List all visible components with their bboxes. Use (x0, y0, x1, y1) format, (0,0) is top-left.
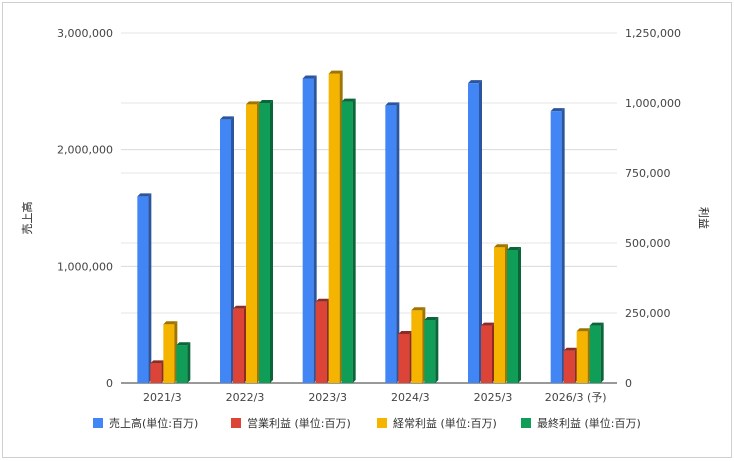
bar-0-0 (137, 196, 149, 383)
bar-side-0-3 (396, 102, 400, 383)
bar-top-0-3 (385, 102, 400, 106)
legend-swatch-2 (377, 418, 387, 428)
category-label: 2022/3 (226, 391, 265, 404)
bar-1-0 (150, 363, 162, 383)
bar-1-1 (233, 308, 244, 383)
bar-top-3-4 (507, 247, 521, 250)
category-label: 2021/3 (143, 391, 182, 404)
category-label: 2024/3 (391, 391, 430, 404)
bar-2-1 (246, 104, 257, 384)
bar-3-1 (259, 103, 270, 383)
right-tick-label: 1,000,000 (625, 97, 681, 110)
left-tick-label: 1,000,000 (57, 260, 113, 273)
bar-top-0-1 (220, 116, 234, 120)
bar-top-3-2 (341, 98, 356, 102)
right-tick-label: 500,000 (625, 237, 671, 250)
bar-2-2 (328, 73, 340, 383)
bar-top-2-0 (163, 321, 178, 325)
bar-1-2 (315, 301, 327, 383)
right-axis-label: 利益 (697, 207, 711, 229)
bar-top-1-1 (233, 305, 247, 309)
left-tick-label: 3,000,000 (57, 27, 113, 40)
bar-top-0-4 (468, 80, 482, 84)
bar-0-1 (220, 119, 231, 383)
bar-top-2-4 (494, 244, 508, 248)
bar-side-3-2 (352, 98, 356, 383)
bar-side-0-4 (479, 80, 482, 384)
bar-side-0-5 (561, 108, 565, 384)
left-tick-label: 0 (106, 377, 113, 390)
bar-top-3-3 (424, 317, 439, 320)
bar-top-2-3 (411, 307, 426, 311)
bar-top-1-3 (398, 331, 413, 334)
bar-side-3-3 (435, 317, 439, 383)
bar-top-0-0 (137, 193, 152, 197)
legend-swatch-1 (231, 418, 241, 428)
category-labels: 2021/3 2022/3 2023/3 2024/3 2025/3 2026/3 (予) (143, 391, 607, 404)
bar-3-2 (341, 101, 353, 383)
bar-1-3 (398, 334, 410, 383)
bar-chart: 0 1,000,000 2,000,000 3,000,000 0 250,000 500… (20, 27, 711, 430)
bar-3-4 (507, 250, 518, 383)
category-label: 2025/3 (474, 391, 513, 404)
bar-side-3-5 (600, 322, 604, 383)
left-tick-label: 2,000,000 (57, 144, 113, 157)
legend-label-3: 最終利益 (単位:百万) (537, 416, 641, 430)
legend: 売上高(単位:百万) 営業利益 (単位:百万) 経常利益 (単位:百万) 最終利益 (… (93, 416, 641, 430)
bar-0-2 (302, 78, 314, 383)
legend-swatch-3 (521, 418, 531, 428)
legend-swatch-0 (93, 418, 103, 428)
right-tick-label: 750,000 (625, 167, 671, 180)
grid-lines (121, 32, 617, 384)
legend-label-1: 営業利益 (単位:百万) (247, 416, 351, 430)
bar-1-4 (481, 325, 492, 383)
category-label: 2026/3 (予) (545, 391, 607, 404)
bar-2-5 (576, 331, 588, 383)
bar-0-4 (468, 83, 479, 384)
bar-top-1-0 (150, 360, 165, 364)
right-tick-label: 0 (625, 377, 632, 390)
bar-2-0 (163, 324, 175, 383)
bar-top-0-2 (302, 75, 317, 79)
bar-top-3-5 (589, 322, 604, 326)
legend-label-2: 経常利益 (単位:百万) (393, 416, 497, 430)
bar-top-0-5 (550, 108, 565, 112)
bar-top-1-5 (563, 347, 578, 351)
bar-side-3-4 (518, 247, 521, 383)
category-label: 2023/3 (308, 391, 347, 404)
bar-2-4 (494, 247, 505, 383)
bar-top-1-4 (481, 322, 495, 326)
bar-3-3 (424, 320, 436, 383)
bar-top-1-2 (315, 298, 330, 302)
bar-1-5 (563, 350, 575, 383)
left-axis-label: 売上高 (20, 202, 34, 235)
bar-3-0 (176, 345, 188, 383)
bar-top-2-1 (246, 101, 260, 105)
bar-0-3 (385, 105, 397, 383)
bar-side-3-1 (270, 100, 273, 383)
bar-top-2-5 (576, 328, 591, 332)
right-axis-ticks: 0 250,000 500,000 750,000 1,000,000 1,250,000 (625, 27, 681, 390)
bar-3-5 (589, 325, 601, 383)
bar-side-3-0 (187, 342, 191, 383)
right-tick-label: 1,250,000 (625, 27, 681, 40)
legend-label-0: 売上高(単位:百万) (109, 416, 198, 430)
bar-top-3-1 (259, 100, 273, 103)
bar-2-3 (411, 310, 423, 383)
left-axis-ticks: 0 1,000,000 2,000,000 3,000,000 (57, 27, 113, 390)
bar-top-2-2 (328, 70, 343, 74)
right-tick-label: 250,000 (625, 307, 671, 320)
bar-0-5 (550, 111, 562, 384)
bar-side-0-0 (148, 193, 152, 383)
bars (137, 70, 604, 384)
bar-top-3-0 (176, 342, 191, 346)
